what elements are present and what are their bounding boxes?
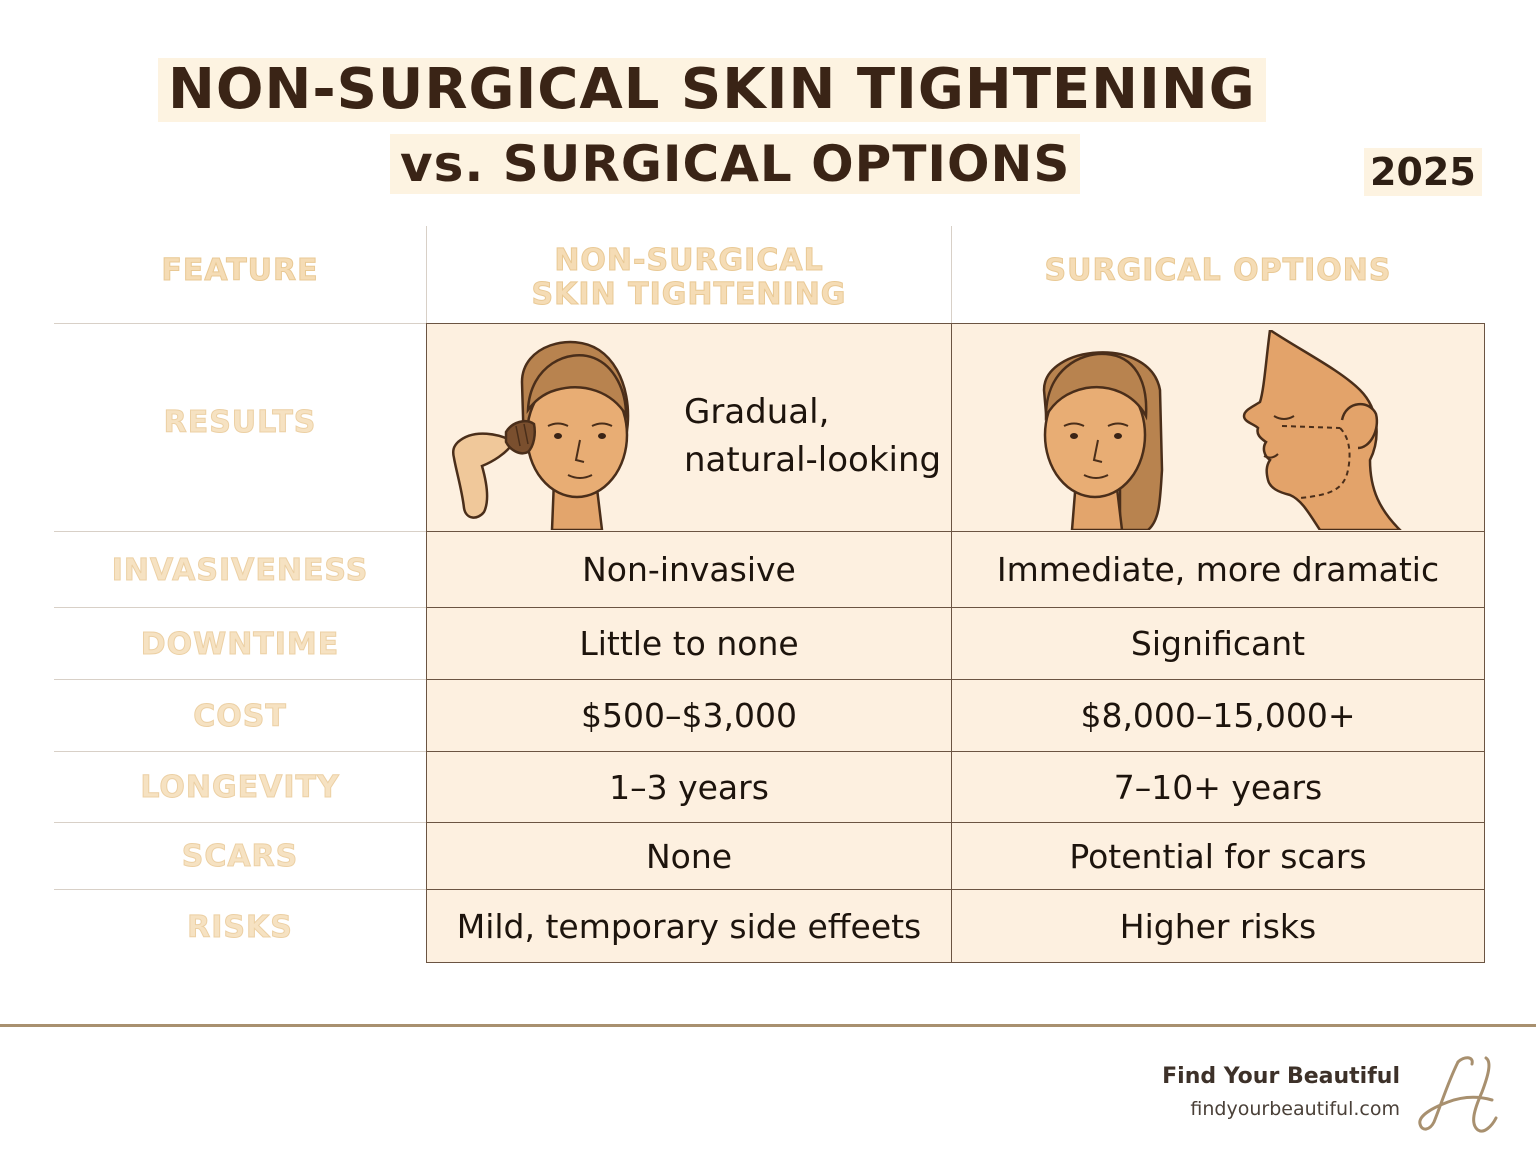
risks-surgical: Higher risks	[951, 889, 1485, 963]
invasiveness-non-surgical: Non-invasive	[426, 531, 952, 608]
invasiveness-surgical: Immediate, more dramatic	[951, 531, 1485, 608]
header-non-surgical-line1: NON-SURGICAL	[554, 243, 824, 278]
header-non-surgical-line2: SKIN TIGHTENING	[531, 277, 847, 312]
woman-with-handheld-device-icon	[451, 340, 630, 530]
feature-label-scars: SCARS	[181, 839, 299, 875]
row-separator	[54, 607, 426, 608]
feature-label-downtime: DOWNTIME	[140, 627, 340, 663]
feature-label-risks: RISKS	[187, 910, 293, 946]
feature-label-cost: COST	[193, 699, 287, 735]
brand-name: Find Your Beautiful	[1162, 1064, 1400, 1089]
cost-non-surgical: $500–$3,000	[426, 679, 952, 752]
downtime-surgical: Significant	[951, 607, 1485, 680]
face-profile-with-incision-lines-icon	[1242, 330, 1402, 530]
header-divider	[951, 226, 952, 324]
footer-divider	[0, 1024, 1536, 1027]
row-separator	[54, 751, 426, 752]
risks-non-surgical: Mild, temporary side effeets	[426, 889, 952, 963]
downtime-non-surgical: Little to none	[426, 607, 952, 680]
cost-surgical: $8,000–15,000+	[951, 679, 1485, 752]
row-separator	[54, 822, 426, 823]
page-title: NON-SURGICAL SKIN TIGHTENING	[158, 58, 1266, 122]
results-non-surgical-text: Gradual, natural-looking	[684, 388, 941, 484]
feature-label-invasiveness: INVASIVENESS	[111, 553, 369, 589]
scars-surgical: Potential for scars	[951, 822, 1485, 890]
woman-face-front-icon	[1042, 351, 1164, 530]
row-separator	[54, 531, 426, 532]
row-separator	[54, 323, 426, 324]
feature-label-results: RESULTS	[163, 405, 317, 441]
row-separator	[54, 679, 426, 680]
results-non-surgical-line2: natural-looking	[684, 440, 942, 480]
year-badge: 2025	[1364, 148, 1482, 196]
scars-non-surgical: None	[426, 822, 952, 890]
header-divider	[426, 226, 427, 324]
longevity-non-surgical: 1–3 years	[426, 751, 952, 823]
feature-label-longevity: LONGEVITY	[140, 770, 340, 806]
results-non-surgical-line1: Gradual,	[684, 392, 830, 432]
header-non-surgical: NON-SURGICAL SKIN TIGHTENING	[427, 243, 951, 312]
results-surgical-cell	[951, 323, 1485, 532]
page-subtitle: vs. SURGICAL OPTIONS	[390, 134, 1081, 194]
brand-url: findyourbeautiful.com	[1190, 1098, 1400, 1120]
header-feature: FEATURE	[161, 253, 319, 288]
script-h-logo-icon	[1418, 1056, 1498, 1133]
header-surgical: SURGICAL OPTIONS	[1044, 253, 1392, 288]
longevity-surgical: 7–10+ years	[951, 751, 1485, 823]
row-separator	[54, 889, 426, 890]
